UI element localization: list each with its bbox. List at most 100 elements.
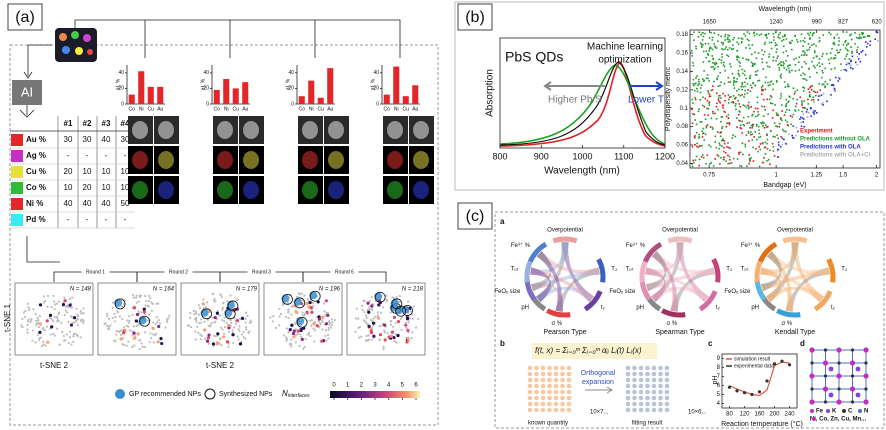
scatter-texture xyxy=(782,35,784,38)
scatter-texture xyxy=(702,35,705,38)
chord-label: t₂ xyxy=(716,305,721,311)
tsne-point xyxy=(109,324,112,327)
chord-ribbon xyxy=(760,250,782,292)
atom xyxy=(850,374,855,378)
scatter-texture xyxy=(788,85,790,88)
scatter-texture xyxy=(724,95,726,97)
grid-dot xyxy=(632,395,637,401)
scatter-texture xyxy=(808,67,810,70)
scatter-texture xyxy=(696,75,698,77)
scatter-texture xyxy=(723,146,725,149)
scatter-texture xyxy=(788,69,791,72)
tsne-point xyxy=(120,305,123,308)
scatter-texture xyxy=(742,57,744,59)
tsne-point xyxy=(194,310,197,313)
grid-dot xyxy=(566,395,572,401)
scatter-texture xyxy=(846,53,849,55)
legend-label: Experiment xyxy=(800,129,833,135)
scatter-texture xyxy=(842,68,845,71)
atom xyxy=(849,360,856,366)
tsne-point xyxy=(404,323,408,327)
scatter-texture xyxy=(736,58,739,61)
tsne-point xyxy=(26,328,29,331)
scatter-texture xyxy=(702,80,705,83)
scatter-texture xyxy=(698,145,701,147)
arrow xyxy=(27,44,52,76)
scatter-texture xyxy=(702,44,704,46)
scatter-texture xyxy=(699,42,702,45)
colorbar-tick-label: 6 xyxy=(414,383,418,389)
tsne-point xyxy=(148,299,151,303)
scatter-texture xyxy=(702,50,705,53)
tsne-point xyxy=(229,294,232,297)
scatter-texture xyxy=(792,137,795,139)
micrograph-particle xyxy=(217,121,233,139)
tsne-point xyxy=(135,294,138,297)
scatter-texture xyxy=(762,68,765,70)
tsne-point xyxy=(202,298,205,301)
tsne-point xyxy=(22,311,25,314)
scatter-texture xyxy=(832,84,835,86)
chord-label: T₂ xyxy=(611,266,618,272)
scatter-texture xyxy=(715,47,718,49)
tsne-point xyxy=(106,315,109,318)
tsne-point xyxy=(398,300,402,303)
scatter-texture xyxy=(744,145,747,148)
scatter-texture xyxy=(704,42,707,45)
tsne-point xyxy=(370,304,374,308)
scatter-texture xyxy=(702,61,705,63)
scatter-texture xyxy=(783,62,785,65)
scatter-texture xyxy=(776,134,778,137)
tsne-point xyxy=(62,339,66,342)
tsne-point xyxy=(220,318,224,322)
scatter-texture xyxy=(751,86,753,89)
legend-marker xyxy=(812,417,816,421)
tsne-point xyxy=(231,333,235,337)
grid-dot xyxy=(632,371,637,377)
tsne-point xyxy=(205,301,209,304)
scatter-texture xyxy=(860,51,863,53)
grid-dot xyxy=(625,377,631,383)
tsne-point xyxy=(362,319,366,322)
scatter-texture xyxy=(720,81,722,84)
scatter-texture xyxy=(809,38,811,40)
tsne-point xyxy=(367,310,371,314)
chord-ribbon xyxy=(670,267,715,312)
legend-marker xyxy=(826,409,830,413)
scatter-texture xyxy=(805,79,808,82)
scatter-texture xyxy=(785,103,788,105)
tsne-point xyxy=(231,329,234,332)
scatter-texture xyxy=(785,98,787,101)
scatter-texture xyxy=(727,34,729,37)
scatter-texture xyxy=(782,128,784,131)
scatter-texture xyxy=(772,135,775,138)
tsne-point xyxy=(308,319,312,322)
scatter-texture xyxy=(696,145,698,148)
tsne-point xyxy=(152,321,155,324)
scatter-texture xyxy=(778,122,781,125)
x2-tick-label: 1240 xyxy=(769,20,783,26)
y-tick-label: 20 xyxy=(203,86,209,92)
scatter-texture xyxy=(834,54,837,57)
grid-dot xyxy=(632,365,637,371)
scatter-texture xyxy=(785,38,788,40)
tsne-point xyxy=(285,338,289,341)
scatter-texture xyxy=(747,131,750,133)
scatter-texture xyxy=(692,113,694,115)
scatter-texture xyxy=(783,81,786,83)
scatter-texture xyxy=(818,58,821,60)
chord-label: t₂ xyxy=(831,305,836,311)
scatter-texture xyxy=(692,159,694,162)
scatter-texture xyxy=(736,126,738,128)
scatter-texture xyxy=(847,50,849,52)
tsne-point xyxy=(326,333,330,337)
tsne-point xyxy=(278,307,281,310)
scatter-texture xyxy=(753,31,756,34)
scatter-texture xyxy=(781,143,784,146)
scatter-texture xyxy=(705,125,708,127)
scatter-texture xyxy=(767,158,770,161)
scatter-texture xyxy=(776,125,778,128)
scatter-texture xyxy=(799,40,802,42)
scatter-texture xyxy=(786,121,789,123)
scatter-texture xyxy=(706,99,709,102)
